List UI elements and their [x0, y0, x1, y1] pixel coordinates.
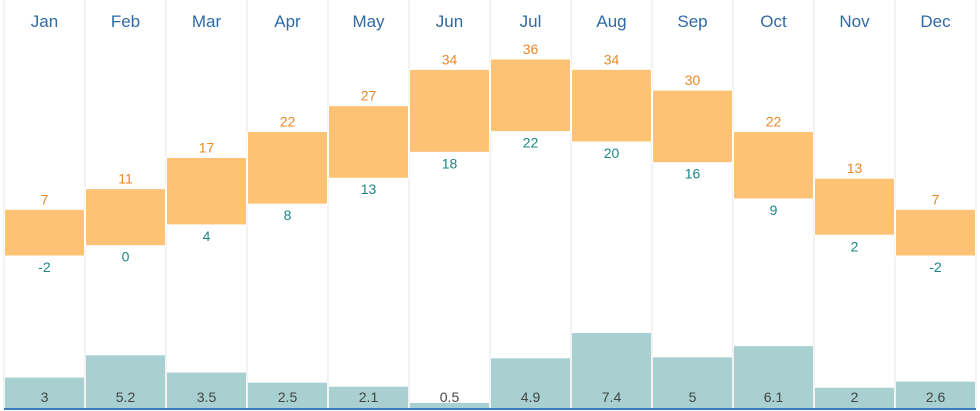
precip-bar: [491, 358, 570, 408]
precip-bar: [167, 372, 246, 408]
low-temp-label: 22: [523, 135, 539, 151]
high-temp-label: 34: [442, 51, 458, 67]
grid-lines: [3, 0, 977, 410]
temperature-range-bar: [733, 131, 814, 200]
low-temp-label: -2: [929, 259, 942, 275]
chart-labels: Jan37-2Feb5.2110Mar3.5174Apr2.5228May2.1…: [31, 12, 951, 405]
precip-value-label: 5: [689, 389, 697, 405]
precip-value-label: 0.5: [440, 389, 460, 405]
temperature-range-bar: [166, 157, 247, 226]
precip-value-label: 2.1: [359, 389, 379, 405]
temperature-range-bar: [85, 188, 166, 247]
high-temp-label: 34: [604, 51, 620, 67]
low-temp-label: 9: [770, 202, 778, 218]
precip-value-label: 2.6: [926, 389, 946, 405]
temperature-range-bar: [571, 68, 652, 143]
month-label: Sep: [677, 12, 707, 31]
precip-bar: [248, 382, 327, 408]
precip-bar: [572, 333, 651, 408]
month-label: Apr: [274, 12, 301, 31]
month-label: May: [352, 12, 385, 31]
high-temp-label: 36: [523, 41, 539, 57]
high-temp-label: 17: [199, 140, 215, 156]
precip-bar: [5, 377, 84, 408]
low-temp-label: 8: [284, 207, 292, 223]
precip-value-label: 5.2: [116, 389, 136, 405]
month-label: Dec: [920, 12, 951, 31]
high-temp-label: 11: [118, 171, 133, 187]
low-temp-label: 4: [203, 228, 211, 244]
month-label: Oct: [760, 12, 787, 31]
precip-bar: [86, 355, 165, 408]
temperature-range-bar: [409, 68, 490, 153]
precip-value-label: 3.5: [197, 389, 217, 405]
temperature-range-bar: [328, 105, 409, 179]
precip-bar: [329, 386, 408, 408]
high-temp-label: 7: [932, 191, 940, 207]
high-temp-label: 7: [41, 191, 49, 207]
precip-value-label: 3: [41, 389, 49, 405]
temperature-range-bar: [490, 58, 571, 133]
precip-value-label: 2: [851, 389, 859, 405]
precip-value-label: 7.4: [602, 389, 622, 405]
high-temp-label: 13: [847, 160, 863, 176]
low-temp-label: 16: [685, 166, 701, 182]
month-label: Feb: [111, 12, 140, 31]
temperature-range-bar: [247, 131, 328, 205]
temperature-range-bar: [4, 208, 85, 257]
temperature-bars: [4, 58, 976, 257]
precip-value-label: 4.9: [521, 389, 541, 405]
low-temp-label: 0: [122, 249, 130, 265]
precip-bar: [896, 381, 975, 408]
month-label: Aug: [596, 12, 626, 31]
high-temp-label: 27: [361, 88, 377, 104]
low-temp-label: -2: [38, 259, 51, 275]
high-temp-label: 22: [280, 114, 296, 130]
month-label: Jul: [520, 12, 542, 31]
low-temp-label: 13: [361, 181, 377, 197]
precipitation-bars: [5, 333, 975, 408]
temperature-range-bar: [652, 89, 733, 164]
month-label: Nov: [839, 12, 870, 31]
precip-bar: [815, 387, 894, 408]
precip-bar: [734, 346, 813, 408]
low-temp-label: 18: [442, 155, 458, 171]
month-label: Mar: [192, 12, 222, 31]
month-label: Jan: [31, 12, 58, 31]
precip-value-label: 6.1: [764, 389, 784, 405]
temperature-range-bar: [895, 208, 976, 257]
high-temp-label: 22: [766, 114, 782, 130]
temperature-range-bar: [814, 177, 895, 236]
month-label: Jun: [436, 12, 463, 31]
precip-bar: [653, 357, 732, 408]
precip-value-label: 2.5: [278, 389, 298, 405]
precip-bar: [410, 402, 489, 408]
low-temp-label: 20: [604, 145, 620, 161]
high-temp-label: 30: [685, 72, 701, 88]
low-temp-label: 2: [851, 238, 859, 254]
